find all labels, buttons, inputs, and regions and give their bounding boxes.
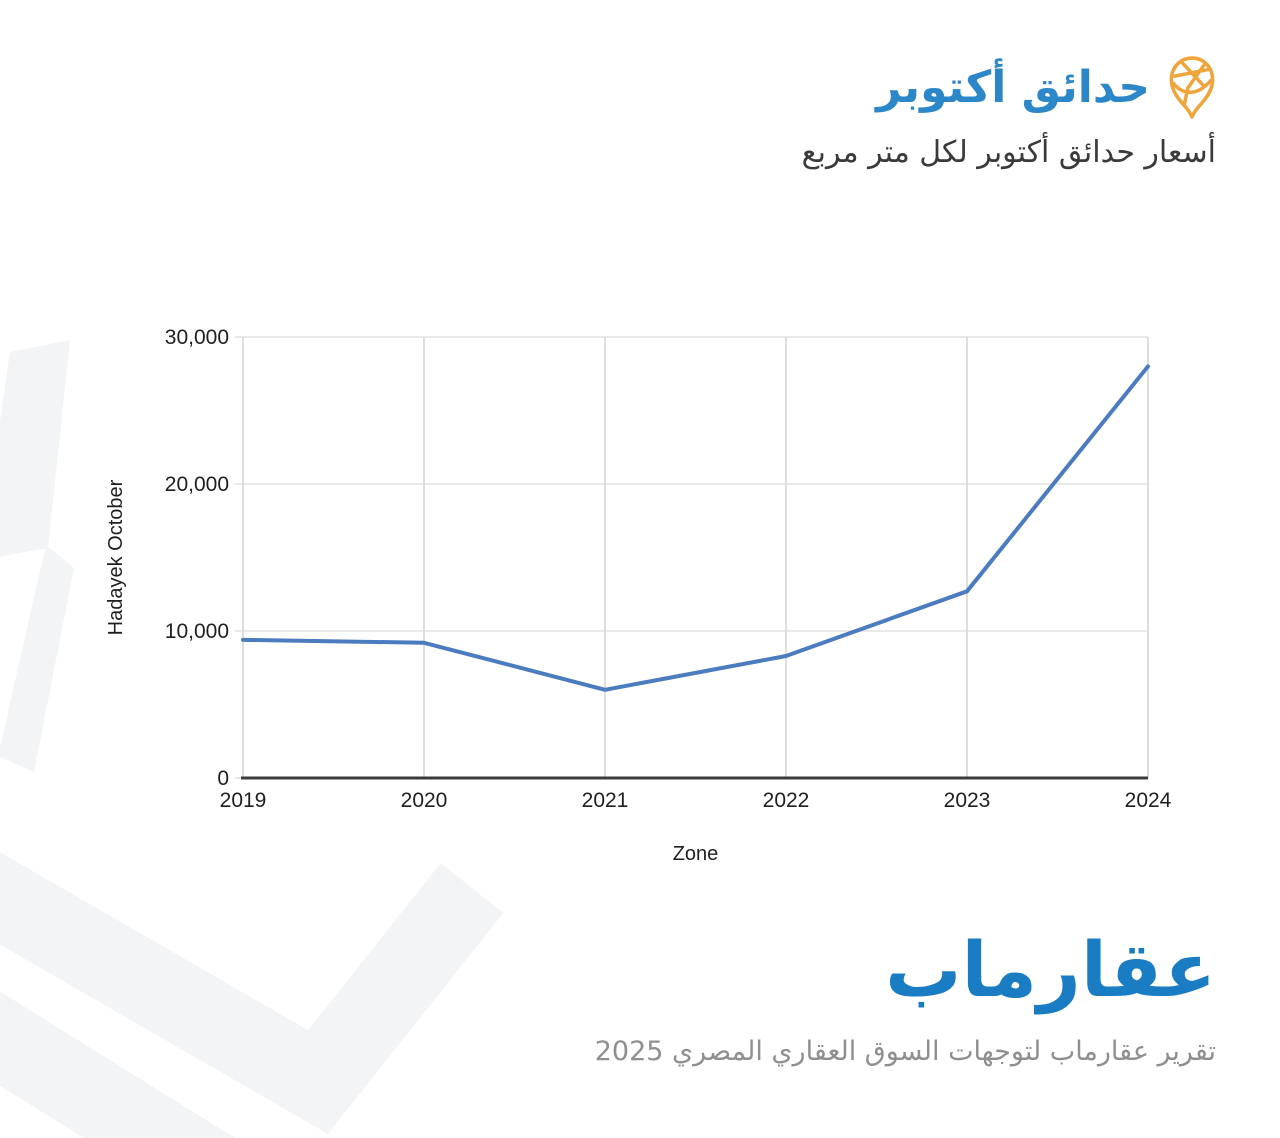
- y-axis-title: Hadayek October: [105, 479, 127, 635]
- y-tick-label: 20,000: [165, 473, 229, 496]
- x-tick-label: 2020: [401, 789, 448, 812]
- y-tick-label: 10,000: [165, 620, 229, 643]
- map-pin-icon: [1169, 56, 1215, 119]
- page-subtitle: أسعار حدائق أكتوبر لكل متر مربع: [801, 135, 1216, 170]
- x-tick-label: 2021: [582, 789, 629, 812]
- watermark-shape: [0, 991, 236, 1138]
- x-tick-label: 2024: [1125, 789, 1172, 812]
- title-row: حدائق أكتوبر: [876, 56, 1216, 120]
- brand-logo: عقارماب: [885, 925, 1216, 1014]
- y-tick-label: 0: [217, 767, 229, 790]
- price-line-chart: 2019 2020 2021 2022 2023 2024 0 10,000 20,000 30,…: [105, 326, 1172, 865]
- watermark-shape: [0, 852, 504, 1134]
- footer: عقارماب تقرير عقارماب لتوجهات السوق العق…: [595, 930, 1216, 1069]
- series-line: [241, 364, 1150, 692]
- header: حدائق أكتوبر أسعار حدائق أكتوبر لكل متر …: [802, 56, 1216, 172]
- report-caption: تقرير عقارماب لتوجهات السوق العقاري المص…: [594, 1035, 1216, 1067]
- x-tick-label: 2019: [220, 789, 267, 812]
- x-tick-label: 2022: [763, 789, 810, 812]
- y-tick-label: 30,000: [165, 326, 229, 349]
- page-title: حدائق أكتوبر: [876, 61, 1150, 113]
- x-axis-title: Zone: [673, 843, 719, 865]
- x-tick-label: 2023: [944, 789, 991, 812]
